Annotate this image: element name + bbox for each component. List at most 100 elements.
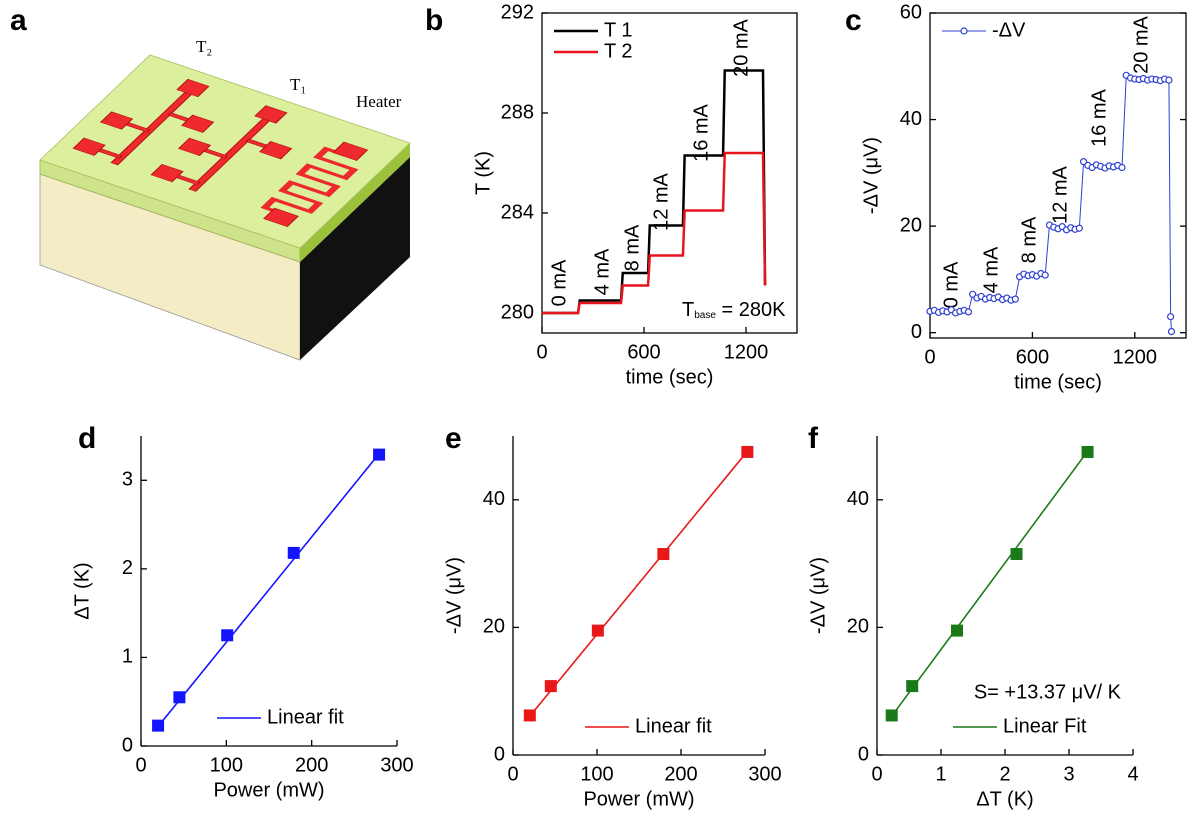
data-point xyxy=(1011,295,1019,303)
film-top xyxy=(39,54,411,249)
y-tick-label: 2 xyxy=(122,557,133,579)
pad xyxy=(72,137,106,156)
x-tick-label: 200 xyxy=(295,754,328,776)
panel-label: f xyxy=(808,422,819,455)
x-tick-label: 200 xyxy=(664,763,697,785)
legend-label: -ΔV xyxy=(992,19,1026,41)
data-point xyxy=(287,546,300,559)
note-text: T xyxy=(682,299,694,321)
pad xyxy=(150,163,184,183)
y-tick-label: 20 xyxy=(900,214,922,236)
y-axis-label: -ΔV (μV) xyxy=(860,137,882,214)
annotation: 0 mA xyxy=(548,259,570,306)
data-point xyxy=(657,548,670,561)
data-point xyxy=(1041,271,1049,279)
x-axis-label: Power (mW) xyxy=(213,779,324,801)
y-tick-label: 20 xyxy=(847,616,869,638)
note: Tbase = 280K xyxy=(682,299,786,321)
legend-label: Linear fit xyxy=(635,715,712,737)
y-tick-label: 280 xyxy=(501,301,534,323)
legend-label: Linear Fit xyxy=(1003,715,1087,737)
panel-label: b xyxy=(425,4,443,37)
annotation: 16 mA xyxy=(1088,88,1110,146)
x-tick-label: 600 xyxy=(627,341,660,363)
x-tick-label: 0 xyxy=(924,346,935,368)
diagram-label: T₂ xyxy=(196,37,212,56)
y-tick-label: 0 xyxy=(858,743,869,765)
panel-label: d xyxy=(78,422,96,455)
heater-line xyxy=(260,146,359,216)
annotation: 20 mA xyxy=(1130,15,1152,73)
legend-label: T 1 xyxy=(604,19,633,41)
x-tick-label: 3 xyxy=(1063,763,1074,785)
data-point xyxy=(1165,76,1173,84)
panel-label: a xyxy=(10,4,27,37)
x-tick-label: 0 xyxy=(135,754,146,776)
y-axis-label: -ΔV (μV) xyxy=(443,557,465,634)
legend-label: Linear fit xyxy=(267,706,344,728)
pad xyxy=(181,114,215,133)
data-point xyxy=(1167,328,1176,336)
annotation: S= +13.37 μV/ K xyxy=(974,681,1122,703)
substrate-side xyxy=(300,157,410,360)
legend-label: T 2 xyxy=(604,40,633,62)
plot-frame xyxy=(929,12,1187,339)
pad xyxy=(177,137,212,157)
electrodes xyxy=(72,78,369,227)
pad xyxy=(332,141,369,161)
annotation: 4 mA xyxy=(980,246,1002,293)
pad xyxy=(259,141,293,160)
data-point xyxy=(523,709,536,722)
y-axis-label: -ΔV (μV) xyxy=(807,557,829,634)
y-tick-label: 40 xyxy=(900,108,922,130)
data-line xyxy=(542,69,767,315)
legend-marker xyxy=(960,27,968,35)
x-tick-label: 1200 xyxy=(1113,346,1158,368)
data-point xyxy=(221,629,234,642)
panel-label: e xyxy=(445,422,462,455)
annotation: 8 mA xyxy=(621,224,643,271)
film-side xyxy=(300,143,410,262)
data-point xyxy=(964,308,973,316)
x-tick-label: 100 xyxy=(580,763,613,785)
x-axis-label: time (sec) xyxy=(1014,371,1102,393)
y-tick-label: 284 xyxy=(501,201,534,223)
y-axis-label: ΔT (K) xyxy=(71,562,93,619)
y-tick-label: 1 xyxy=(122,646,133,668)
x-tick-label: 300 xyxy=(748,763,781,785)
annotation: 16 mA xyxy=(690,103,712,161)
data-point xyxy=(951,624,963,637)
data-point xyxy=(152,719,165,732)
pad xyxy=(263,207,299,227)
annotation: 12 mA xyxy=(1049,165,1071,223)
y-tick-label: 40 xyxy=(483,488,505,510)
data-point xyxy=(1075,224,1083,232)
device-diagram: T₂ T₁ Heater xyxy=(39,37,411,361)
plot-frame xyxy=(541,12,798,334)
data-point xyxy=(173,691,186,704)
data-point xyxy=(906,680,919,693)
fit-line xyxy=(891,450,1089,717)
y-tick-label: 0 xyxy=(911,321,922,343)
data-point xyxy=(544,680,557,693)
y-tick-label: 288 xyxy=(501,101,534,123)
x-tick-label: 0 xyxy=(871,763,882,785)
y-tick-label: 60 xyxy=(900,1,922,23)
x-tick-label: 0 xyxy=(507,763,518,785)
annotation: 0 mA xyxy=(940,261,962,308)
data-point xyxy=(1118,163,1126,172)
note-sub: base xyxy=(694,310,716,321)
data-point xyxy=(1081,445,1094,458)
panel-label: c xyxy=(845,4,862,37)
data-point xyxy=(373,448,386,461)
annotation: 20 mA xyxy=(730,18,752,76)
x-axis-label: time (sec) xyxy=(626,366,714,388)
annotation: 8 mA xyxy=(1018,216,1040,263)
diagram-label: Heater xyxy=(356,92,402,111)
y-tick-label: 292 xyxy=(501,1,534,23)
pad xyxy=(176,78,210,98)
y-tick-label: 0 xyxy=(122,734,133,756)
x-tick-label: 1200 xyxy=(724,341,769,363)
